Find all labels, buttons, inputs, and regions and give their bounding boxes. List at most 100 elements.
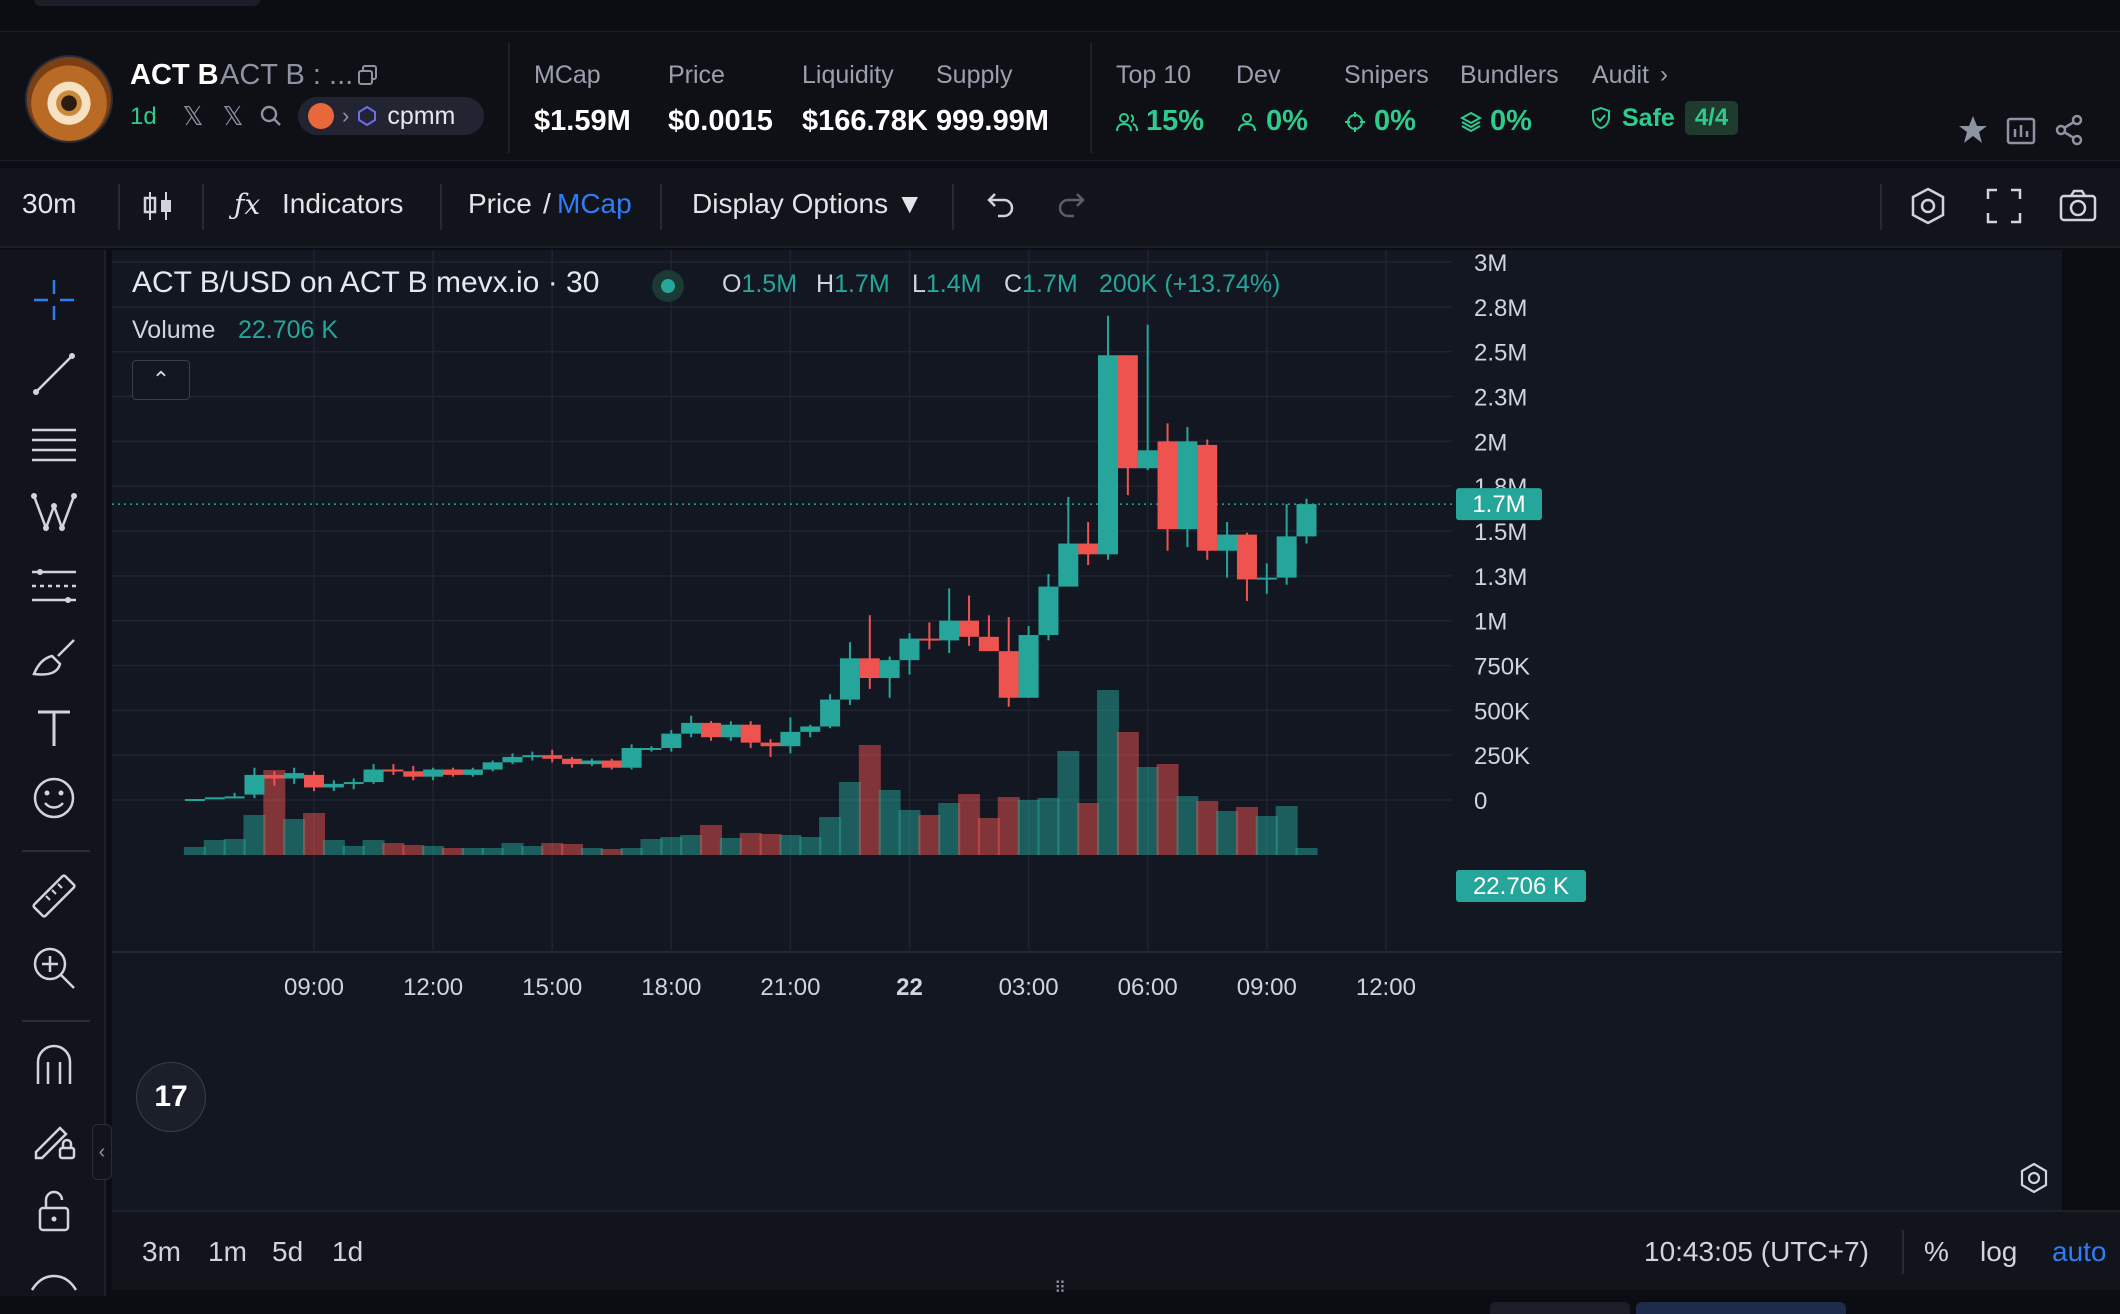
volume-bar [1077,803,1100,855]
bottom-tab-active[interactable] [1636,1302,1846,1314]
candle-body [879,660,900,679]
x-search-icon[interactable]: 𝕏 [222,100,244,131]
dex-pill[interactable]: › cpmm [298,97,484,135]
display-options-button[interactable]: Display Options ▼ [692,188,924,219]
price-toggle[interactable]: Price [468,188,532,219]
volume-bar [203,840,226,855]
audit-safe-text: Safe [1622,103,1675,132]
axis-settings-icon[interactable] [2018,1162,2050,1194]
horizontal-lines-icon[interactable] [28,418,80,470]
users-icon [1116,112,1138,131]
candle-body [959,620,980,637]
emoji-tool-icon[interactable] [28,772,80,824]
toggle-slash: / [543,188,551,219]
trend-line-icon[interactable] [28,348,80,400]
auto-toggle[interactable]: auto [2052,1236,2107,1267]
clock[interactable]: 10:43:05 (UTC+7) [1644,1236,1869,1267]
crosshair-icon [1345,111,1365,132]
range-3m[interactable]: 3m [142,1236,181,1267]
liquidity-value: $166.78K [802,105,928,137]
fib-tool-icon[interactable] [28,560,80,612]
x-icon[interactable]: 𝕏 [182,100,204,131]
chart-add-icon[interactable] [2004,113,2038,147]
log-toggle[interactable]: log [1980,1236,2018,1267]
layers-icon [1460,111,1482,132]
candle-body [1177,441,1198,530]
indicators-button[interactable]: Indicators [282,188,404,219]
range-1m[interactable]: 1m [208,1236,247,1267]
candle-body [1197,444,1218,551]
ohlc-open-value: 1.5M [741,270,798,298]
interval-select[interactable]: 30m [22,188,77,219]
lock-drawings-icon[interactable] [28,1112,80,1164]
candle-body [343,782,364,785]
candle-body [1098,355,1118,555]
eye-icon[interactable] [28,1250,80,1302]
volume-bar [422,846,445,855]
chart-panel[interactable]: 3M 2.8M 2.5M 2.3M 2M 1.8M 1.5M 1.3M 1M 750K 500K 25… [112,250,2062,1270]
function-icon[interactable]: ƒx [234,188,261,221]
mcap-toggle[interactable]: MCap [557,188,632,219]
supply-value: 999.99M [936,105,1049,137]
candle-body [204,797,225,800]
brush-tool-icon[interactable] [28,630,80,682]
collapse-legend-button[interactable]: ⌃ [132,360,190,400]
unlock-icon[interactable] [28,1184,80,1236]
zoom-in-icon[interactable] [28,942,80,994]
candle-body [264,774,285,779]
candle-body [1117,355,1138,469]
volume-bar [838,782,861,855]
audit-label[interactable]: Audit [1592,61,1649,89]
x-tick-label: 18:00 [641,974,701,1001]
candle-body [820,699,841,727]
candlestick-chart[interactable]: 3M2.8M2.5M2.3M2M1.8M1.5M1.3M1M750K500K25… [112,250,2062,1210]
ruler-icon[interactable] [28,870,80,922]
user-icon [1238,112,1256,131]
chevron-right-icon[interactable]: › [1660,61,1668,88]
candle-body [462,769,483,775]
range-1d[interactable]: 1d [332,1236,364,1267]
token-age: 1d [130,103,157,130]
undo-icon[interactable] [978,186,1018,226]
crosshair-tool-icon[interactable] [28,274,80,326]
x-tick-label: 15:00 [522,974,582,1001]
resize-handle[interactable]: ⠿ [1054,1280,1066,1297]
x-tick-label: 21:00 [760,974,820,1001]
pattern-tool-icon[interactable] [28,488,80,540]
share-icon[interactable] [2052,113,2086,147]
text-tool-icon[interactable] [28,702,80,754]
y-tick-label: 2.5M [1474,340,1527,367]
ohlc-open: O1.5M [722,270,797,299]
candle-body [224,796,245,799]
camera-icon[interactable] [2058,186,2098,226]
volume-bar [938,803,961,855]
percent-toggle[interactable]: % [1924,1236,1949,1267]
bundlers-label: Bundlers [1460,61,1559,89]
x-tick-label: 09:00 [1237,974,1297,1001]
range-5d[interactable]: 5d [272,1236,304,1267]
candle-body [1018,635,1039,698]
ohlc-close: C1.7M [1004,270,1078,299]
bottom-tab[interactable] [1490,1302,1630,1314]
search-icon[interactable] [256,101,286,131]
volume-bar [1057,751,1080,855]
y-tick-label: 2.3M [1474,385,1527,412]
top10-value: 15% [1116,105,1204,138]
candle-style-icon[interactable] [138,186,178,226]
volume-bar [1196,801,1219,855]
volume-bar [223,839,246,855]
candle-body [621,747,642,768]
top-search-pill[interactable] [34,0,260,6]
magnet-icon[interactable] [28,1040,80,1092]
copy-icon[interactable] [357,64,379,86]
audit-score-badge: 4/4 [1684,101,1739,135]
y-tick-label: 3M [1474,250,1507,277]
volume-badge [1456,870,1586,902]
candle-body [641,747,662,750]
redo-icon[interactable] [1054,186,1094,226]
fullscreen-icon[interactable] [1984,186,2024,226]
settings-icon[interactable] [1908,186,1948,226]
tradingview-logo[interactable]: 17 [136,1062,206,1132]
collapse-toolbar-button[interactable]: ‹ [92,1124,112,1180]
star-icon[interactable] [1956,113,1990,147]
